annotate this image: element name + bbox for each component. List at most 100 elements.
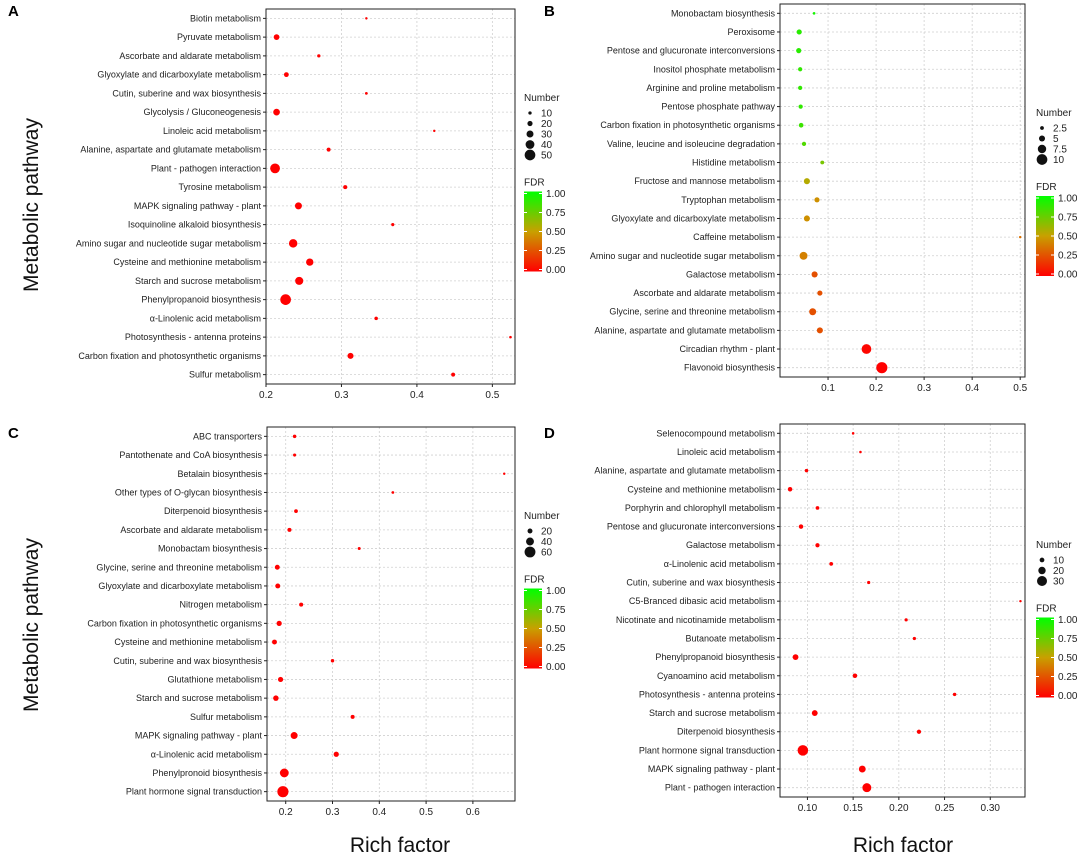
data-point (861, 344, 872, 354)
data-point (803, 215, 810, 222)
data-point (859, 450, 862, 454)
y-axis-label-top: Metabolic pathway (20, 118, 43, 292)
size-legend-label: 10 (541, 109, 553, 120)
category-label: Glyoxylate and dicarboxylate metabolism (97, 70, 261, 80)
category-label: Glycolysis / Gluconeogenesis (143, 107, 261, 117)
category-label: α-Linolenic acid metabolism (664, 559, 775, 569)
size-legend-dot (1038, 135, 1046, 142)
data-point (952, 692, 957, 697)
x-tick-label: 0.2 (259, 390, 273, 401)
fdr-legend-label: 0.50 (1058, 653, 1078, 664)
fdr-legend-title: FDR (1036, 604, 1057, 615)
data-point (280, 294, 291, 305)
plot-frame (779, 3, 1026, 378)
fdr-legend-title: FDR (524, 178, 545, 189)
size-legend-title: Number (524, 93, 560, 104)
data-point (365, 17, 368, 20)
category-label: Circadian rhythm - plant (679, 344, 775, 354)
size-legend-label: 30 (541, 130, 553, 141)
category-label: Plant - pathogen interaction (665, 783, 775, 793)
size-legend-label: 7.5 (1053, 145, 1067, 156)
size-legend-label: 2.5 (1053, 124, 1067, 135)
category-label: Arginine and proline metabolism (646, 83, 775, 93)
category-label: α-Linolenic acid metabolism (151, 749, 262, 759)
data-point (812, 12, 816, 15)
data-point (294, 202, 302, 210)
size-legend-label: 60 (541, 548, 553, 559)
data-point (787, 487, 793, 492)
category-label: Glycine, serine and threonine metabolism (96, 562, 262, 572)
data-point (287, 527, 292, 532)
category-label: Starch and sucrose metabolism (649, 708, 775, 718)
x-tick-label: 0.10 (798, 803, 818, 814)
data-point (503, 472, 506, 475)
category-label: Glutathione metabolism (167, 674, 262, 684)
data-point (295, 276, 304, 285)
category-label: Pentose and glucuronate interconversions (607, 522, 776, 532)
data-point (1019, 599, 1022, 603)
fdr-legend-label: 0.00 (546, 265, 566, 276)
fdr-legend-title: FDR (1036, 182, 1057, 193)
data-point (274, 564, 280, 570)
fdr-legend-label: 0.00 (1058, 270, 1078, 281)
panel-label: A (8, 3, 19, 20)
category-label: Alanine, aspartate and glutamate metabol… (594, 466, 775, 476)
size-legend-dot (1038, 566, 1046, 575)
size-legend-label: 40 (541, 140, 553, 151)
x-tick-label: 0.1 (821, 383, 835, 394)
data-point (798, 122, 804, 128)
category-label: Monobactam biosynthesis (671, 8, 776, 18)
category-label: Carbon fixation in photosynthetic organi… (87, 618, 262, 628)
data-point (792, 654, 799, 661)
size-legend-dot (1036, 575, 1048, 587)
category-label: Cutin, suberine and wax biosynthesis (113, 656, 262, 666)
size-legend-dot (1036, 154, 1048, 165)
size-legend-dot (524, 546, 536, 558)
data-point (350, 714, 355, 719)
category-label: α-Linolenic acid metabolism (150, 313, 261, 323)
category-label: Cyanoamino acid metabolism (657, 671, 775, 681)
category-label: MAPK signaling pathway - plant (134, 201, 262, 211)
category-label: Photosynthesis - antenna proteins (125, 332, 262, 342)
data-point (796, 29, 802, 35)
plot-frame (779, 423, 1026, 798)
category-label: Cysteine and methionine metabolism (113, 257, 261, 267)
panel-b: B Monobactam biosynthesis Peroxisome Pentos… (544, 3, 1078, 394)
category-label: Nitrogen metabolism (179, 600, 262, 610)
category-label: Glyoxylate and dicarboxylate metabolism (611, 213, 775, 223)
x-tick-label: 0.5 (419, 807, 433, 818)
category-label: Isoquinoline alkaloid biosynthesis (128, 220, 262, 230)
panel-a: A Biotin metabolism Pyruvate metabolism Asc… (8, 3, 566, 401)
size-legend-title: Number (524, 511, 560, 522)
category-label: Linoleic acid metabolism (677, 447, 775, 457)
data-point (912, 636, 916, 641)
panel-c: C ABC transporters Pantothenate and CoA bi… (8, 425, 566, 818)
data-point (276, 620, 282, 626)
category-label: ABC transporters (193, 431, 263, 441)
data-point (347, 352, 354, 359)
data-point (391, 223, 395, 227)
category-label: Cutin, suberine and wax biosynthesis (626, 578, 775, 588)
size-legend-dot (1037, 144, 1047, 154)
data-point (357, 547, 361, 551)
data-point (804, 468, 809, 473)
data-point (803, 178, 810, 185)
data-point (292, 434, 297, 439)
data-point (272, 639, 277, 645)
fdr-legend-label: 0.50 (546, 624, 566, 635)
size-legend-dot (526, 537, 534, 546)
data-point (811, 271, 818, 278)
fdr-colorbar (1036, 617, 1054, 698)
x-axis-label-left: Rich factor (350, 834, 450, 857)
size-legend-dot (528, 111, 532, 115)
data-point (273, 695, 279, 701)
x-tick-label: 0.25 (935, 803, 955, 814)
size-legend-dot (526, 130, 534, 138)
category-label: Galactose metabolism (686, 269, 775, 279)
fdr-legend-label: 0.00 (546, 662, 566, 673)
category-label: Valine, leucine and isoleucine degradati… (607, 139, 775, 149)
fdr-legend-label: 0.25 (1058, 672, 1078, 683)
category-label: Peroxisome (727, 27, 775, 37)
data-point (799, 251, 808, 260)
data-point (509, 335, 512, 339)
